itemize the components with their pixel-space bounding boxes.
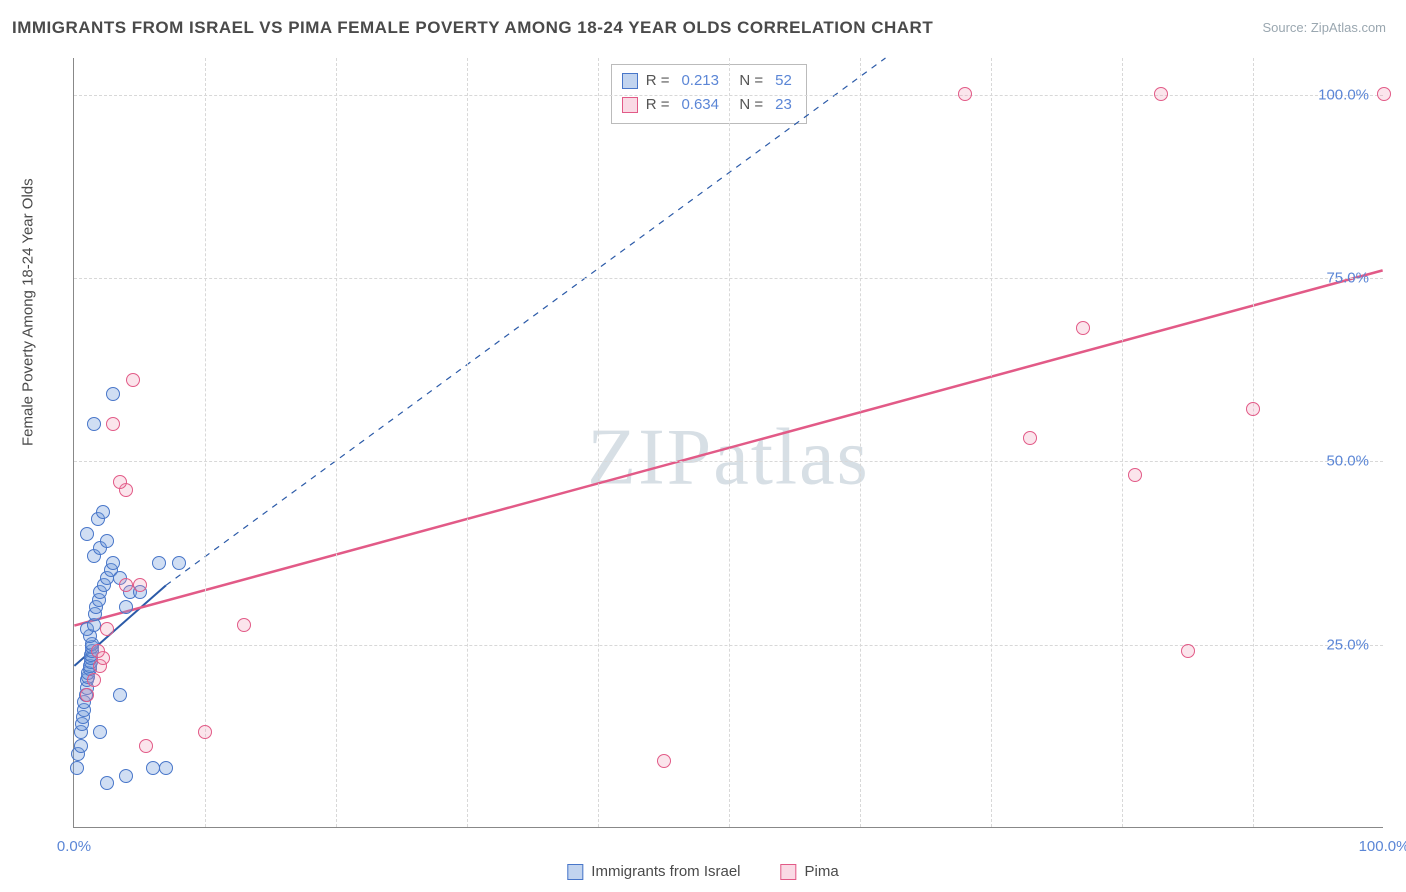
data-point <box>152 556 166 570</box>
data-point <box>146 761 160 775</box>
stats-row: R =0.634 N =23 <box>622 93 796 117</box>
gridline-v <box>205 58 206 827</box>
data-point <box>1246 402 1260 416</box>
data-point <box>93 725 107 739</box>
data-point <box>657 754 671 768</box>
data-point <box>139 739 153 753</box>
data-point <box>100 534 114 548</box>
swatch-pink-icon <box>781 864 797 880</box>
data-point <box>100 622 114 636</box>
data-point <box>80 527 94 541</box>
data-point <box>1154 87 1168 101</box>
x-tick-label: 0.0% <box>57 838 91 855</box>
data-point <box>133 578 147 592</box>
data-point <box>80 688 94 702</box>
data-point <box>96 505 110 519</box>
data-point <box>119 600 133 614</box>
y-tick-label: 75.0% <box>1326 270 1369 287</box>
data-point <box>113 688 127 702</box>
plot-area: ZIPatlas R =0.213 N =52R =0.634 N =23 25… <box>73 58 1383 828</box>
chart-title: IMMIGRANTS FROM ISRAEL VS PIMA FEMALE PO… <box>12 18 933 38</box>
data-point <box>91 644 105 658</box>
data-point <box>113 475 127 489</box>
gridline-v <box>1253 58 1254 827</box>
data-point <box>87 417 101 431</box>
data-point <box>119 769 133 783</box>
swatch-pink-icon <box>622 97 638 113</box>
data-point <box>87 673 101 687</box>
data-point <box>74 739 88 753</box>
gridline-v <box>336 58 337 827</box>
swatch-blue-icon <box>567 864 583 880</box>
data-point <box>100 776 114 790</box>
data-point <box>1128 468 1142 482</box>
data-point <box>237 618 251 632</box>
data-point <box>198 725 212 739</box>
gridline-v <box>1122 58 1123 827</box>
legend-item: Pima <box>781 863 839 880</box>
data-point <box>172 556 186 570</box>
legend-label: Pima <box>805 863 839 880</box>
stats-row: R =0.213 N =52 <box>622 69 796 93</box>
data-point <box>958 87 972 101</box>
data-point <box>159 761 173 775</box>
data-point <box>1023 431 1037 445</box>
gridline-v <box>598 58 599 827</box>
y-tick-label: 25.0% <box>1326 636 1369 653</box>
x-tick-label: 100.0% <box>1359 838 1406 855</box>
legend-label: Immigrants from Israel <box>591 863 740 880</box>
y-tick-label: 100.0% <box>1318 86 1369 103</box>
gridline-v <box>467 58 468 827</box>
y-tick-label: 50.0% <box>1326 453 1369 470</box>
data-point <box>1181 644 1195 658</box>
source-attribution: Source: ZipAtlas.com <box>1262 20 1386 35</box>
gridline-v <box>991 58 992 827</box>
data-point <box>70 761 84 775</box>
data-point <box>106 556 120 570</box>
data-point <box>1377 87 1391 101</box>
data-point <box>119 578 133 592</box>
legend: Immigrants from Israel Pima <box>567 863 838 880</box>
data-point <box>126 373 140 387</box>
y-axis-label: Female Poverty Among 18-24 Year Olds <box>20 178 37 446</box>
data-point <box>106 417 120 431</box>
gridline-v <box>860 58 861 827</box>
gridline-v <box>729 58 730 827</box>
swatch-blue-icon <box>622 73 638 89</box>
data-point <box>106 387 120 401</box>
legend-item: Immigrants from Israel <box>567 863 740 880</box>
data-point <box>1076 321 1090 335</box>
